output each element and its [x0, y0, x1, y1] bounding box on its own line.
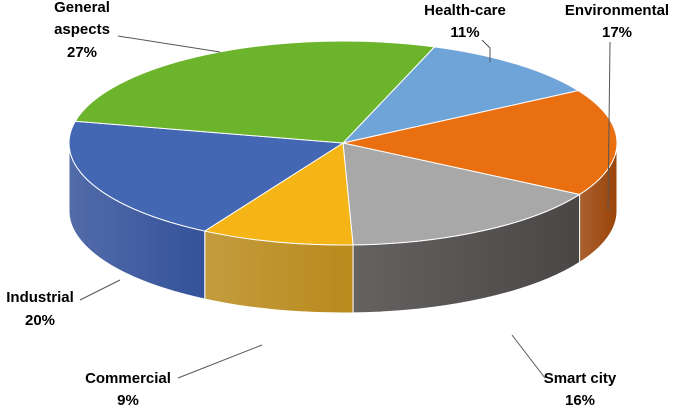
leader-line — [79, 279, 121, 301]
leader-line — [481, 39, 491, 62]
leader-line — [177, 344, 263, 379]
pie-slice — [203, 142, 354, 246]
pie-slices — [68, 40, 618, 246]
slice-category-label: Smart city — [544, 370, 617, 387]
slice-category-label: aspects — [54, 21, 110, 38]
pie-slice — [341, 46, 580, 144]
slice-category-label: Industrial — [6, 289, 74, 306]
slice-category-label: Environmental — [565, 2, 669, 19]
slice-percent-label: 16% — [565, 392, 595, 408]
pie-sides — [68, 142, 618, 314]
leader-line — [511, 334, 546, 379]
leader-lines — [79, 35, 611, 379]
slice-percent-label: 17% — [602, 24, 632, 41]
leader-line — [607, 41, 611, 211]
slice-percent-label: 9% — [117, 392, 139, 408]
slice-category-label: Health-care — [424, 2, 506, 19]
leader-line — [117, 35, 221, 53]
pie-slice — [342, 142, 581, 246]
pie-slice — [342, 90, 618, 195]
slice-labels: Health-care 11% Environmental 17% Smart city… — [6, 0, 669, 408]
pie-slice — [74, 40, 436, 144]
slice-category-label: Commercial — [85, 370, 171, 387]
slice-percent-label: 11% — [450, 24, 479, 41]
slice-percent-label: 20% — [25, 312, 55, 329]
slice-category-label: General — [54, 0, 110, 16]
pie-slice — [68, 120, 345, 232]
slice-percent-label: 27% — [67, 44, 97, 61]
